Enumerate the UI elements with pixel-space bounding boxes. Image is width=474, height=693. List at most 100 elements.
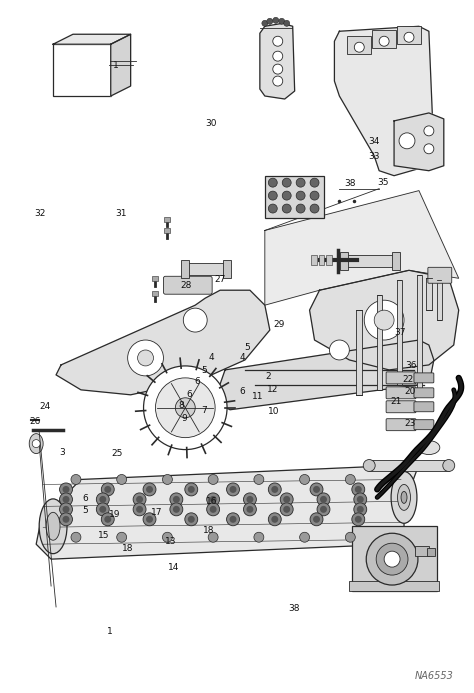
Circle shape	[310, 191, 319, 200]
Circle shape	[163, 532, 173, 542]
Circle shape	[317, 503, 330, 516]
Circle shape	[254, 532, 264, 542]
Circle shape	[357, 506, 364, 513]
Text: 6: 6	[186, 390, 192, 399]
Polygon shape	[36, 464, 419, 559]
Text: 18: 18	[203, 526, 214, 535]
Circle shape	[310, 513, 323, 526]
Bar	[185, 263, 227, 275]
Circle shape	[244, 503, 256, 516]
Circle shape	[246, 496, 254, 503]
Bar	[340, 252, 348, 270]
Circle shape	[313, 486, 320, 493]
FancyBboxPatch shape	[386, 419, 416, 430]
Circle shape	[346, 475, 356, 484]
Circle shape	[60, 503, 73, 516]
Text: 11: 11	[252, 392, 263, 401]
Polygon shape	[53, 34, 131, 44]
Circle shape	[63, 506, 70, 513]
Circle shape	[271, 486, 278, 493]
FancyBboxPatch shape	[414, 373, 434, 383]
Ellipse shape	[443, 459, 455, 471]
Bar	[319, 255, 325, 265]
Circle shape	[366, 533, 418, 585]
Text: 22: 22	[402, 375, 413, 384]
Bar	[415, 546, 429, 556]
Circle shape	[101, 483, 114, 496]
Polygon shape	[310, 270, 459, 370]
Circle shape	[170, 493, 183, 506]
Circle shape	[271, 516, 278, 523]
Text: 21: 21	[391, 397, 402, 406]
Circle shape	[354, 503, 367, 516]
Text: 4: 4	[240, 353, 246, 362]
Circle shape	[210, 496, 217, 503]
Circle shape	[355, 486, 362, 493]
Text: 10: 10	[268, 407, 280, 416]
Circle shape	[117, 475, 127, 484]
Text: 34: 34	[368, 137, 379, 146]
Circle shape	[310, 178, 319, 187]
Circle shape	[374, 310, 394, 330]
Text: 17: 17	[151, 508, 163, 517]
Circle shape	[210, 506, 217, 513]
Circle shape	[244, 493, 256, 506]
Text: 35: 35	[377, 177, 389, 186]
Circle shape	[63, 516, 70, 523]
Circle shape	[100, 506, 106, 513]
FancyBboxPatch shape	[265, 176, 325, 218]
Circle shape	[207, 493, 219, 506]
Text: 38: 38	[288, 604, 299, 613]
Circle shape	[267, 18, 273, 24]
Circle shape	[104, 516, 111, 523]
Bar	[345, 255, 396, 267]
Circle shape	[144, 366, 227, 450]
Circle shape	[246, 506, 254, 513]
Circle shape	[229, 486, 237, 493]
Text: 33: 33	[368, 152, 379, 161]
Text: 8: 8	[179, 401, 184, 410]
FancyBboxPatch shape	[414, 420, 434, 430]
Circle shape	[173, 496, 180, 503]
Bar	[223, 261, 231, 279]
Polygon shape	[218, 340, 434, 410]
Text: 28: 28	[181, 281, 192, 290]
Bar	[164, 229, 170, 234]
Circle shape	[424, 144, 434, 154]
Text: 7: 7	[201, 405, 207, 414]
Circle shape	[63, 496, 70, 503]
Circle shape	[101, 513, 114, 526]
Circle shape	[60, 513, 73, 526]
Circle shape	[188, 516, 195, 523]
Circle shape	[268, 483, 281, 496]
Bar	[392, 252, 400, 270]
Text: 5: 5	[82, 506, 88, 515]
Circle shape	[268, 178, 277, 187]
Circle shape	[229, 516, 237, 523]
Circle shape	[354, 42, 364, 52]
Circle shape	[279, 18, 285, 24]
Circle shape	[268, 513, 281, 526]
Circle shape	[173, 506, 180, 513]
Circle shape	[273, 64, 283, 74]
Text: 1: 1	[113, 60, 118, 69]
Circle shape	[352, 483, 365, 496]
Circle shape	[71, 532, 81, 542]
Circle shape	[227, 483, 239, 496]
Text: 19: 19	[109, 511, 120, 520]
Circle shape	[100, 496, 106, 503]
Circle shape	[310, 483, 323, 496]
Circle shape	[317, 493, 330, 506]
Circle shape	[136, 506, 143, 513]
Circle shape	[273, 51, 283, 61]
Circle shape	[188, 486, 195, 493]
Circle shape	[155, 378, 215, 438]
Text: 12: 12	[267, 385, 278, 394]
FancyBboxPatch shape	[428, 267, 452, 283]
Text: 31: 31	[115, 209, 127, 218]
Bar	[153, 277, 158, 281]
Circle shape	[310, 204, 319, 213]
Text: 25: 25	[111, 449, 122, 458]
Text: 2: 2	[266, 372, 272, 381]
Circle shape	[32, 439, 40, 448]
